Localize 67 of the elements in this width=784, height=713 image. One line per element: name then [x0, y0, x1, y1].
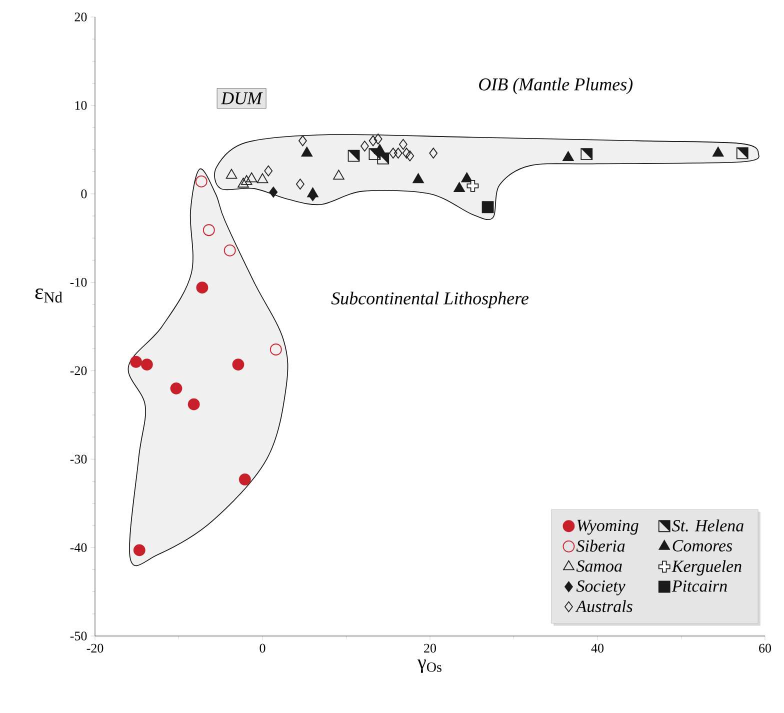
point	[466, 180, 479, 192]
point	[238, 474, 251, 486]
point	[196, 282, 208, 294]
point	[246, 172, 258, 182]
point	[270, 344, 282, 356]
point	[195, 176, 208, 188]
point	[388, 148, 398, 159]
legend-label: Australs	[575, 600, 632, 612]
point	[374, 144, 386, 154]
point	[232, 358, 244, 370]
x-tick-label: 40	[591, 644, 604, 653]
legend-label: St. Helena	[672, 519, 744, 532]
point	[269, 186, 278, 198]
point	[562, 151, 574, 162]
point	[429, 148, 438, 159]
point	[140, 358, 153, 370]
legend-label: Siberia	[576, 540, 625, 552]
y-tick-label: -30	[70, 454, 87, 464]
point	[482, 201, 494, 214]
point	[360, 140, 369, 152]
point	[238, 178, 249, 188]
x-axis-title: γ$_{Os}$	[418, 659, 442, 673]
y-tick-label: -10	[70, 278, 87, 287]
point	[461, 172, 472, 182]
legend-label: Kerguelen	[672, 560, 742, 576]
point	[406, 150, 414, 162]
point	[399, 138, 408, 150]
point	[264, 165, 273, 176]
x-tick-label: 60	[759, 644, 772, 653]
point	[298, 135, 307, 146]
annotation: Subcontinental Lithosphere	[331, 292, 529, 308]
y-tick-label: 0	[81, 189, 87, 198]
point	[170, 382, 182, 394]
point	[412, 173, 424, 184]
y-tick-label: 10	[75, 101, 87, 110]
point	[374, 134, 382, 144]
legend-label: Society	[576, 580, 626, 596]
point	[202, 224, 215, 236]
y-tick-label: -40	[70, 543, 87, 552]
point	[133, 544, 146, 556]
point	[454, 182, 465, 192]
point	[301, 146, 313, 157]
x-tick-label: -20	[86, 644, 104, 653]
point	[368, 135, 378, 146]
legend-label: Wyoming	[577, 520, 638, 535]
annotation: DUM	[220, 92, 263, 104]
x-tick-label: 20	[424, 644, 436, 653]
point	[712, 146, 724, 157]
point	[226, 168, 238, 179]
point	[296, 178, 304, 190]
y-tick-label: -20	[70, 366, 87, 376]
legend-label: Pitcairn	[672, 580, 727, 592]
point	[402, 148, 411, 159]
y-tick-label: -50	[70, 632, 87, 640]
point	[188, 398, 200, 410]
point	[130, 356, 142, 368]
point	[256, 173, 268, 184]
point	[240, 175, 252, 185]
x-tick-label: 0	[260, 644, 266, 653]
point	[333, 170, 344, 180]
point	[394, 148, 402, 159]
y-axis-title: ε$_{Nd}$	[35, 288, 62, 303]
legend-label: Samoa	[576, 560, 622, 572]
annotation: OIB (Mantle Plumes)	[479, 78, 633, 94]
legend-label: Comores	[672, 540, 732, 552]
y-tick-label: 20	[74, 12, 87, 22]
point	[224, 244, 236, 256]
